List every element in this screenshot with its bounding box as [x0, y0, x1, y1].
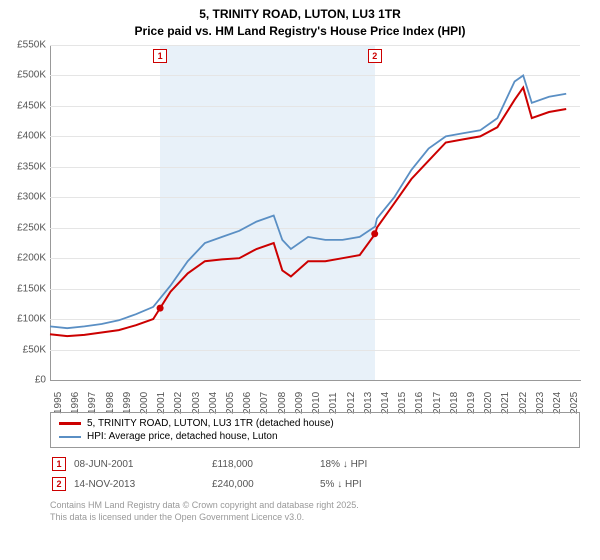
y-axis-label: £450K: [17, 100, 46, 111]
y-axis-label: £300K: [17, 192, 46, 203]
chart-title: 5, TRINITY ROAD, LUTON, LU3 1TR Price pa…: [0, 0, 600, 40]
x-axis-label: 2015: [397, 392, 408, 414]
y-axis-label: £0: [35, 375, 46, 386]
x-axis-label: 2007: [259, 392, 270, 414]
x-axis-label: 2005: [225, 392, 236, 414]
x-axis-label: 2002: [173, 392, 184, 414]
x-axis-label: 2017: [432, 392, 443, 414]
y-axis-label: £200K: [17, 253, 46, 264]
y-axis-label: £500K: [17, 70, 46, 81]
legend-row-price: 5, TRINITY ROAD, LUTON, LU3 1TR (detache…: [59, 417, 571, 430]
sale-row: 2 14-NOV-2013 £240,000 5% ↓ HPI: [50, 474, 580, 494]
y-axis-label: £350K: [17, 161, 46, 172]
sale-dot-2: [371, 230, 378, 237]
title-line1: 5, TRINITY ROAD, LUTON, LU3 1TR: [199, 7, 401, 21]
sale-date: 14-NOV-2013: [74, 479, 204, 490]
line-series: [50, 45, 580, 380]
sale-marker-2: 2: [368, 49, 382, 63]
x-axis-label: 2013: [363, 392, 374, 414]
chart: 12 £0£50K£100K£150K£200K£250K£300K£350K£…: [50, 45, 580, 380]
x-axis-label: 2011: [328, 392, 339, 414]
y-axis-label: £100K: [17, 314, 46, 325]
sale-price: £118,000: [212, 459, 312, 470]
legend-swatch-price: [59, 422, 81, 425]
sale-marker-1: 1: [153, 49, 167, 63]
legend-row-hpi: HPI: Average price, detached house, Luto…: [59, 430, 571, 443]
x-axis-label: 1996: [70, 392, 81, 414]
x-axis-label: 2010: [311, 392, 322, 414]
sale-row-marker: 1: [52, 457, 66, 471]
y-axis-label: £250K: [17, 222, 46, 233]
x-axis-label: 2000: [139, 392, 150, 414]
sale-dot-1: [157, 305, 164, 312]
x-axis-label: 1999: [122, 392, 133, 414]
x-axis-label: 2014: [380, 392, 391, 414]
x-axis-label: 2012: [346, 392, 357, 414]
x-axis-label: 1998: [105, 392, 116, 414]
x-axis-label: 2009: [294, 392, 305, 414]
sale-row-marker: 2: [52, 477, 66, 491]
y-axis-label: £400K: [17, 131, 46, 142]
sale-diff: 5% ↓ HPI: [320, 479, 420, 490]
x-axis-label: 1997: [87, 392, 98, 414]
y-axis-label: £150K: [17, 283, 46, 294]
legend-area: 5, TRINITY ROAD, LUTON, LU3 1TR (detache…: [50, 412, 580, 523]
sale-date: 08-JUN-2001: [74, 459, 204, 470]
x-axis-label: 2018: [449, 392, 460, 414]
x-axis-label: 2022: [518, 392, 529, 414]
x-axis-label: 1995: [53, 392, 64, 414]
legend-box: 5, TRINITY ROAD, LUTON, LU3 1TR (detache…: [50, 412, 580, 448]
legend-swatch-hpi: [59, 436, 81, 438]
x-axis-label: 2025: [569, 392, 580, 414]
series-hpi: [50, 76, 566, 329]
x-axis-label: 2016: [414, 392, 425, 414]
credit-text: Contains HM Land Registry data © Crown c…: [50, 494, 580, 523]
x-axis-label: 2021: [500, 392, 511, 414]
legend-label-price: 5, TRINITY ROAD, LUTON, LU3 1TR (detache…: [87, 418, 334, 429]
sale-price: £240,000: [212, 479, 312, 490]
y-axis-label: £550K: [17, 40, 46, 51]
x-axis-label: 2020: [483, 392, 494, 414]
sale-diff: 18% ↓ HPI: [320, 459, 420, 470]
x-axis-label: 2024: [552, 392, 563, 414]
x-axis-label: 2006: [242, 392, 253, 414]
x-axis-label: 2008: [277, 392, 288, 414]
x-axis-label: 2004: [208, 392, 219, 414]
x-axis-label: 2003: [191, 392, 202, 414]
y-axis-label: £50K: [23, 344, 46, 355]
x-axis-label: 2001: [156, 392, 167, 414]
x-axis-label: 2019: [466, 392, 477, 414]
legend-label-hpi: HPI: Average price, detached house, Luto…: [87, 431, 278, 442]
title-line2: Price paid vs. HM Land Registry's House …: [135, 24, 466, 38]
x-axis-label: 2023: [535, 392, 546, 414]
sale-row: 1 08-JUN-2001 £118,000 18% ↓ HPI: [50, 454, 580, 474]
